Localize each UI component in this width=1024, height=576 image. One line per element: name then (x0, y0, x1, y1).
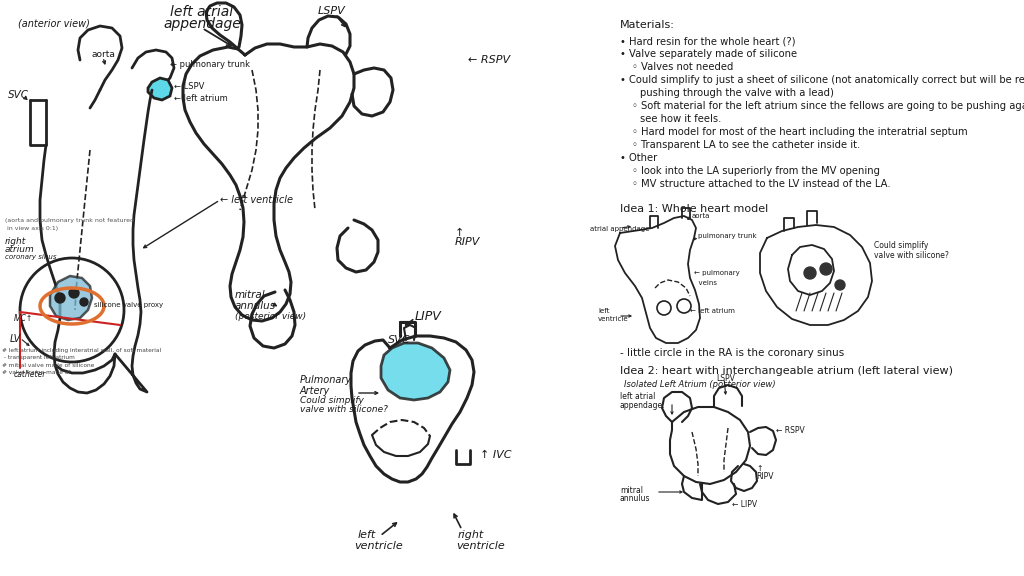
Circle shape (69, 288, 79, 298)
Text: ◦ Soft material for the left atrium since the fellows are going to be pushing ag: ◦ Soft material for the left atrium sinc… (632, 101, 1024, 111)
Text: LIPV: LIPV (415, 310, 441, 323)
Text: ◦ Valves not needed: ◦ Valves not needed (632, 62, 733, 72)
Text: ← pulmonary trunk: ← pulmonary trunk (170, 60, 250, 69)
Circle shape (55, 293, 65, 303)
Text: ← left atrium: ← left atrium (690, 308, 735, 314)
Text: (aorta and pulmonary trunk not featured: (aorta and pulmonary trunk not featured (5, 218, 134, 223)
Text: SVC: SVC (8, 90, 29, 100)
Text: ← left ventricle: ← left ventricle (220, 195, 293, 205)
Text: ↑: ↑ (756, 464, 763, 473)
Text: left: left (598, 308, 609, 314)
Text: silicone valve proxy: silicone valve proxy (94, 302, 163, 308)
Text: IVC↑: IVC↑ (14, 314, 33, 323)
Text: mitral: mitral (234, 290, 265, 300)
Text: ◦ MV structure attached to the LV instead of the LA.: ◦ MV structure attached to the LV instea… (632, 179, 891, 189)
Text: ← LSPV: ← LSPV (174, 82, 205, 91)
Text: in view axis 0:1): in view axis 0:1) (5, 226, 58, 231)
Text: mitral: mitral (620, 486, 643, 495)
Text: # left atrium including interatrial wall, of soft material: # left atrium including interatrial wall… (2, 348, 161, 353)
Text: RIPV: RIPV (455, 237, 480, 247)
Text: pulmonary trunk: pulmonary trunk (698, 233, 757, 239)
Text: - little circle in the RA is the coronary sinus: - little circle in the RA is the coronar… (620, 348, 844, 358)
Text: LV: LV (10, 334, 22, 344)
Text: ventricle: ventricle (598, 316, 629, 322)
Text: # mitral valve made of silicone: # mitral valve made of silicone (2, 363, 94, 368)
Text: Could simplify: Could simplify (300, 396, 364, 405)
Text: left: left (358, 530, 376, 540)
Text: left atrial: left atrial (170, 5, 233, 19)
Text: annulus: annulus (620, 494, 650, 503)
Text: atrial appendage: atrial appendage (590, 226, 649, 232)
Text: • Valve separately made of silicone: • Valve separately made of silicone (620, 49, 797, 59)
Text: • Other: • Other (620, 153, 657, 163)
Text: LSPV: LSPV (716, 374, 735, 383)
Text: appendage: appendage (163, 17, 241, 31)
Text: (posterior view): (posterior view) (234, 312, 306, 321)
Text: veins: veins (694, 280, 717, 286)
Text: ↑: ↑ (455, 228, 464, 238)
Text: Materials:: Materials: (620, 20, 675, 30)
Text: aorta: aorta (92, 50, 116, 59)
Text: LSPV: LSPV (318, 6, 346, 16)
Text: ← RSPV: ← RSPV (776, 426, 805, 435)
Text: # valve frame made of ...: # valve frame made of ... (2, 370, 78, 375)
Text: aorta: aorta (692, 213, 711, 219)
Text: ← LIPV: ← LIPV (732, 500, 757, 509)
Circle shape (820, 263, 831, 275)
Text: pushing through the valve with a lead): pushing through the valve with a lead) (640, 88, 834, 98)
Text: ← left atrium: ← left atrium (174, 94, 227, 103)
Text: annulus: annulus (234, 301, 276, 311)
Text: (anterior view): (anterior view) (18, 18, 90, 28)
Text: Could simplify: Could simplify (874, 241, 929, 250)
Text: ventricle: ventricle (354, 541, 402, 551)
Circle shape (835, 280, 845, 290)
Text: right: right (5, 237, 27, 246)
Text: ◦ look into the LA superiorly from the MV opening: ◦ look into the LA superiorly from the M… (632, 166, 880, 176)
Text: right: right (458, 530, 484, 540)
Text: ↑ IVC: ↑ IVC (480, 450, 512, 460)
Text: ◦ Hard model for most of the heart including the interatrial septum: ◦ Hard model for most of the heart inclu… (632, 127, 968, 137)
Text: Idea 1: Whole heart model: Idea 1: Whole heart model (620, 204, 768, 214)
Text: • Hard resin for the whole heart (?): • Hard resin for the whole heart (?) (620, 36, 796, 46)
Text: catheter: catheter (14, 370, 46, 379)
Text: see how it feels.: see how it feels. (640, 114, 721, 124)
Text: ◦ Transparent LA to see the catheter inside it.: ◦ Transparent LA to see the catheter ins… (632, 140, 860, 150)
Text: Idea 2: heart with interchangeable atrium (left lateral view): Idea 2: heart with interchangeable atriu… (620, 366, 953, 376)
Polygon shape (381, 343, 450, 400)
Text: atrium: atrium (5, 245, 35, 254)
Text: left atrial: left atrial (620, 392, 655, 401)
Text: • Could simplify to just a sheet of silicone (not anatomically correct but will : • Could simplify to just a sheet of sili… (620, 75, 1024, 85)
Text: valve with silicone?: valve with silicone? (300, 405, 388, 414)
Text: ventricle: ventricle (456, 541, 505, 551)
Text: Isolated Left Atrium (posterior view): Isolated Left Atrium (posterior view) (624, 380, 775, 389)
Polygon shape (148, 78, 172, 100)
Text: Artery: Artery (300, 386, 331, 396)
Circle shape (804, 267, 816, 279)
Polygon shape (50, 276, 92, 320)
Text: SVC: SVC (388, 335, 411, 345)
Text: coronary sinus: coronary sinus (5, 254, 56, 260)
Text: ← RSPV: ← RSPV (468, 55, 510, 65)
Text: Pulmonary: Pulmonary (300, 375, 352, 385)
Text: - transparent left atrium: - transparent left atrium (2, 355, 75, 360)
Text: valve with silicone?: valve with silicone? (874, 251, 949, 260)
Text: RIPV: RIPV (756, 472, 773, 481)
Text: appendage.: appendage. (620, 401, 666, 410)
Text: ← pulmonary: ← pulmonary (694, 270, 739, 276)
Circle shape (80, 298, 88, 306)
